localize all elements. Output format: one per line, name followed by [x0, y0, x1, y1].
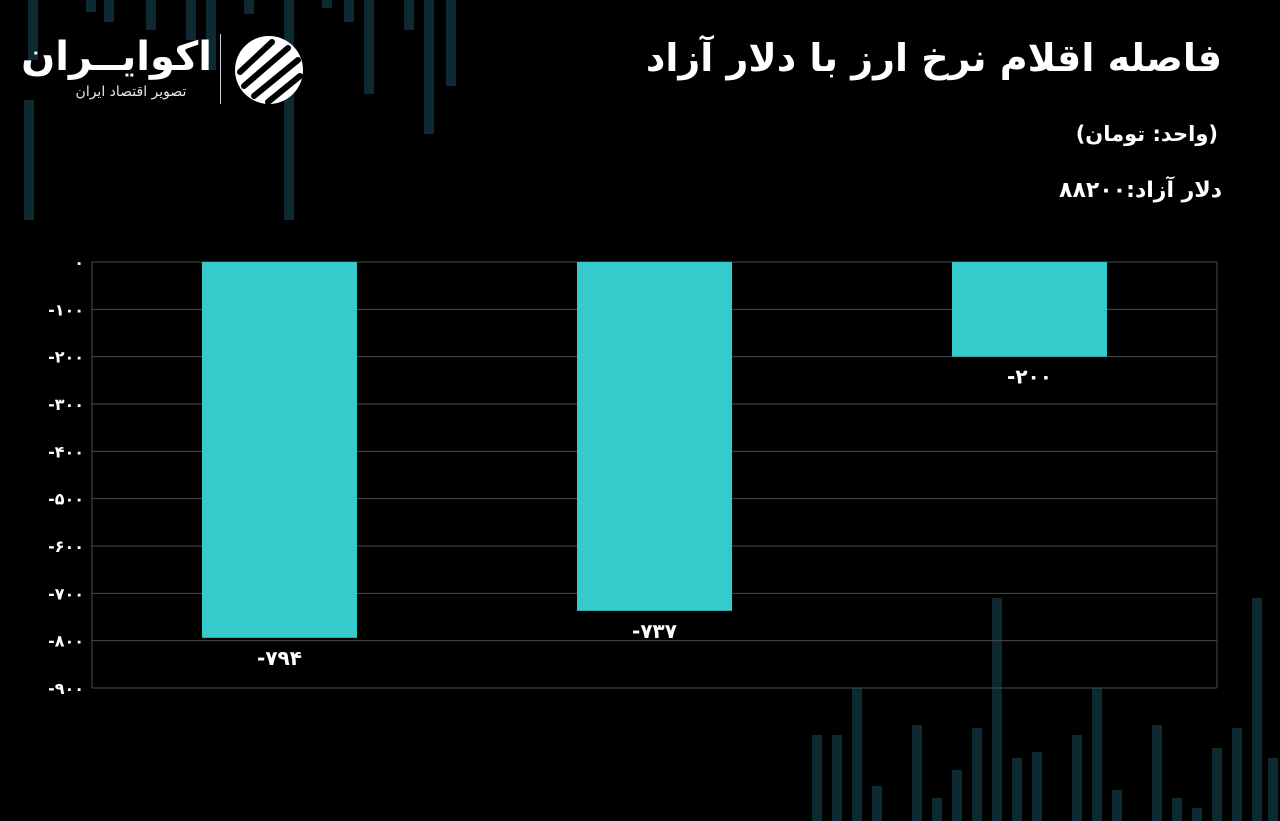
background-bar — [284, 0, 294, 220]
background-bar — [104, 0, 114, 22]
y-tick-label: -۸۰۰ — [48, 632, 84, 651]
logo-name: اکوایــران — [21, 34, 212, 80]
background-bar — [832, 735, 842, 821]
background-bar — [1032, 752, 1042, 821]
unit-label: (واحد: تومان) — [1075, 122, 1218, 146]
data-label: -۷۳۷ — [632, 619, 677, 643]
brand-logo: اکوایــران تصویر اقتصاد ایران — [21, 30, 310, 110]
background-bar — [86, 0, 96, 12]
data-label: -۷۹۴ — [257, 646, 302, 670]
background-bar — [872, 786, 882, 821]
background-bar — [404, 0, 414, 30]
background-bar — [424, 0, 434, 134]
background-bar — [322, 0, 332, 8]
background-bar — [992, 598, 1002, 821]
background-bar — [1252, 598, 1262, 821]
y-tick-label: -۴۰۰ — [48, 442, 84, 461]
background-bar — [24, 100, 34, 220]
background-bar — [1012, 758, 1022, 821]
background-bar — [446, 0, 456, 86]
reference-label: دلار آزاد:۸۸۲۰۰ — [1059, 178, 1222, 203]
bar — [202, 262, 357, 638]
bar — [952, 262, 1107, 357]
background-bar — [1212, 748, 1222, 821]
background-bar — [1268, 758, 1278, 821]
y-tick-label: -۵۰۰ — [48, 490, 84, 509]
background-bar — [1092, 688, 1102, 821]
background-bar — [972, 728, 982, 821]
background-bar — [186, 0, 196, 40]
background-bar — [206, 0, 216, 70]
background-bar — [1232, 728, 1242, 821]
background-bar — [912, 725, 922, 821]
logo-divider — [220, 34, 221, 104]
bar — [577, 262, 732, 611]
ecoiran-stripes-icon — [235, 36, 303, 105]
background-bar — [146, 0, 156, 30]
data-label: -۲۰۰ — [1007, 365, 1052, 389]
background-bar — [344, 0, 354, 22]
background-bar — [932, 798, 942, 821]
background-bar — [244, 0, 254, 14]
background-bar — [852, 688, 862, 821]
background-bar — [1192, 808, 1202, 821]
y-tick-label: -۹۰۰ — [48, 679, 84, 698]
y-tick-label: -۶۰۰ — [48, 537, 84, 556]
y-tick-label: -۱۰۰ — [48, 300, 84, 319]
chart-title: فاصله اقلام نرخ ارز با دلار آزاد — [645, 36, 1222, 80]
y-tick-label: -۳۰۰ — [48, 395, 84, 414]
y-tick-label: -۲۰۰ — [48, 348, 84, 367]
background-bar — [364, 0, 374, 94]
y-tick-label: -۷۰۰ — [48, 584, 84, 603]
y-tick-label: ۰ — [74, 253, 84, 272]
background-bar — [1112, 790, 1122, 821]
background-bar — [1152, 725, 1162, 821]
background-bar — [952, 770, 962, 821]
background-bar — [28, 0, 38, 60]
background-bar — [812, 735, 822, 821]
logo-tagline: تصویر اقتصاد ایران — [75, 84, 187, 100]
background-bar — [1172, 798, 1182, 821]
background-bar — [1072, 735, 1082, 821]
